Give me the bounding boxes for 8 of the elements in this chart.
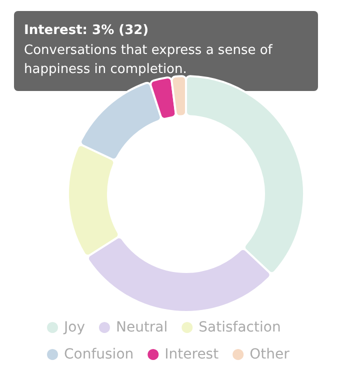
legend-label: Confusion	[64, 346, 134, 362]
legend-label: Joy	[63, 320, 85, 336]
legend-label: Other	[250, 346, 290, 362]
text: Interest: 3% (32)	[24, 23, 149, 38]
legend-label: Satisfaction	[198, 320, 281, 336]
legend-label: Neutral	[116, 320, 168, 336]
legend-label: Interest	[164, 346, 220, 362]
text: Conversations that express a sense of happiness in completion.	[24, 43, 277, 77]
